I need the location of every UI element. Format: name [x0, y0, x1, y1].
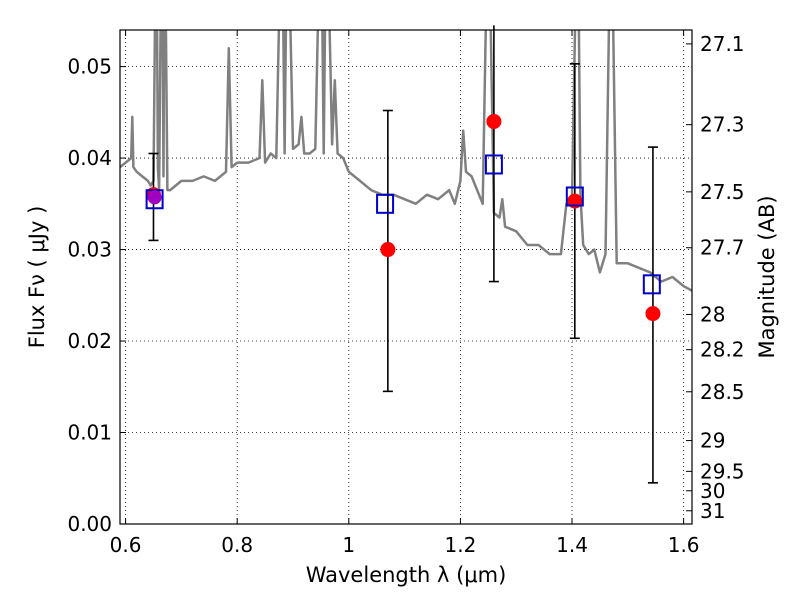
x-axis-label: Wavelength λ (μm)	[306, 563, 507, 587]
overlap-marker	[147, 190, 162, 205]
y-tick-label: 0.01	[67, 421, 112, 445]
plot-frame	[119, 29, 693, 525]
tick-labels: 0.6 0.8 1 1.2 1.4 1.6 0.00 0.01 0.02 0.03 0.04 0.05…	[67, 32, 744, 557]
x-tick-label: 1	[342, 533, 355, 557]
plot-area	[120, 30, 692, 292]
y2-axis-label: Magnitude (AB)	[755, 195, 779, 358]
x-tick-label: 1.2	[445, 533, 477, 557]
spectrum-line	[120, 30, 692, 292]
y2-tick-label: 28.2	[700, 338, 745, 362]
y-tick-label: 0.05	[67, 55, 112, 79]
y-tick-label: 0.00	[67, 512, 112, 536]
x-tick-label: 0.8	[221, 533, 253, 557]
y2-tick-label: 27.1	[700, 32, 745, 56]
y-tick-label: 0.04	[67, 146, 112, 170]
y2-tick-label: 27.3	[700, 113, 745, 137]
y-tick-label: 0.03	[67, 238, 112, 262]
y2-tick-label: 28	[700, 302, 725, 326]
model-flux-point	[642, 274, 661, 295]
plot-background	[120, 30, 692, 524]
x-tick-label: 1.6	[668, 533, 700, 557]
axis-ticks	[120, 30, 692, 525]
model-flux-point	[145, 189, 164, 210]
y2-tick-label: 31	[700, 499, 725, 523]
x-tick-label: 1.4	[556, 533, 588, 557]
observed-flux-point	[486, 113, 502, 129]
y-tick-label: 0.02	[67, 329, 112, 353]
model-flux-point	[376, 193, 395, 214]
y2-tick-label: 30	[700, 479, 725, 503]
y2-tick-label: 27.5	[700, 180, 745, 204]
observed-flux-point	[380, 242, 396, 258]
y2-tick-label: 29.5	[700, 459, 745, 483]
observed-flux-point	[645, 306, 661, 322]
model-flux-point	[565, 186, 584, 207]
y2-tick-label: 27.7	[700, 236, 745, 260]
data-markers	[145, 113, 661, 322]
y2-tick-label: 28.5	[700, 380, 745, 404]
x-tick-label: 0.6	[110, 533, 142, 557]
y-axis-label: Flux Fν ( μJy )	[25, 206, 49, 349]
y2-tick-label: 29	[700, 429, 725, 453]
model-flux-point	[484, 154, 503, 175]
